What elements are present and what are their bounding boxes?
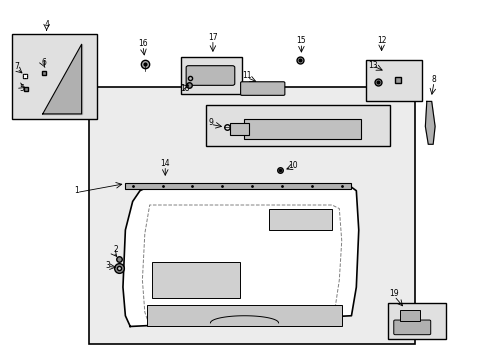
Polygon shape (122, 187, 358, 327)
Text: 13: 13 (367, 61, 377, 70)
Text: 1: 1 (74, 185, 79, 194)
Text: 12: 12 (376, 36, 386, 45)
FancyBboxPatch shape (152, 262, 239, 298)
Text: 3: 3 (105, 261, 110, 270)
Text: 11: 11 (242, 71, 251, 80)
Bar (244, 119, 361, 139)
Text: 5: 5 (20, 84, 24, 93)
Text: 2: 2 (113, 245, 118, 254)
Text: 6: 6 (41, 58, 46, 67)
FancyBboxPatch shape (186, 66, 234, 85)
FancyBboxPatch shape (205, 105, 389, 146)
FancyBboxPatch shape (268, 208, 331, 230)
Text: 16: 16 (138, 39, 147, 48)
FancyBboxPatch shape (181, 57, 242, 94)
Text: 7: 7 (15, 62, 20, 71)
Polygon shape (42, 44, 81, 114)
Text: 15: 15 (296, 36, 305, 45)
Text: 10: 10 (288, 161, 297, 170)
Text: 19: 19 (388, 289, 398, 298)
Text: 18: 18 (180, 84, 189, 93)
Bar (399, 310, 419, 321)
Text: 8: 8 (431, 75, 436, 84)
Text: 4: 4 (44, 20, 49, 29)
FancyBboxPatch shape (366, 60, 421, 102)
FancyBboxPatch shape (147, 305, 341, 327)
FancyBboxPatch shape (12, 33, 97, 119)
Polygon shape (425, 102, 434, 144)
Text: 17: 17 (208, 33, 217, 42)
FancyBboxPatch shape (387, 303, 446, 339)
Bar (125, 183, 351, 189)
FancyBboxPatch shape (89, 87, 414, 344)
Text: 14: 14 (160, 159, 170, 168)
FancyBboxPatch shape (393, 320, 430, 335)
Text: 9: 9 (207, 118, 212, 127)
FancyBboxPatch shape (240, 82, 285, 95)
Bar (229, 123, 249, 135)
